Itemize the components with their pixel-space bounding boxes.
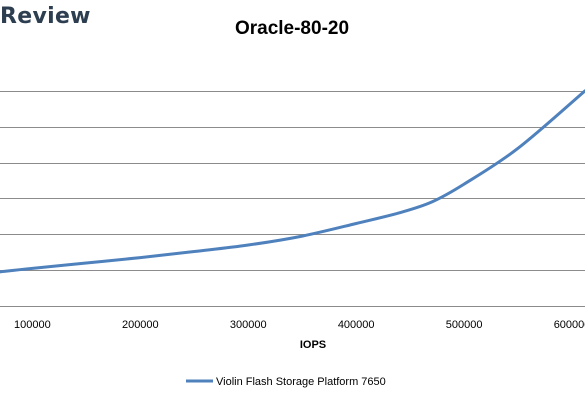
x-tick-label-5: 600000 (554, 319, 585, 331)
gridlines (0, 91, 585, 307)
x-tick-label-1: 200000 (122, 319, 159, 331)
x-axis-label: IOPS (300, 339, 326, 351)
site-brand-logo: Review (0, 4, 91, 29)
legend-label: Violin Flash Storage Platform 7650 (216, 376, 386, 388)
x-tick-label-4: 500000 (446, 319, 483, 331)
chart-title: Oracle-80-20 (235, 18, 349, 39)
x-tick-labels: 100000 200000 300000 400000 500000 600000 (14, 319, 585, 331)
series-lines (0, 89, 585, 274)
x-tick-label-3: 400000 (338, 319, 375, 331)
legend: Violin Flash Storage Platform 7650 (186, 376, 386, 388)
x-tick-label-0: 100000 (14, 319, 51, 331)
series-line-0 (0, 89, 585, 274)
x-tick-label-2: 300000 (230, 319, 267, 331)
